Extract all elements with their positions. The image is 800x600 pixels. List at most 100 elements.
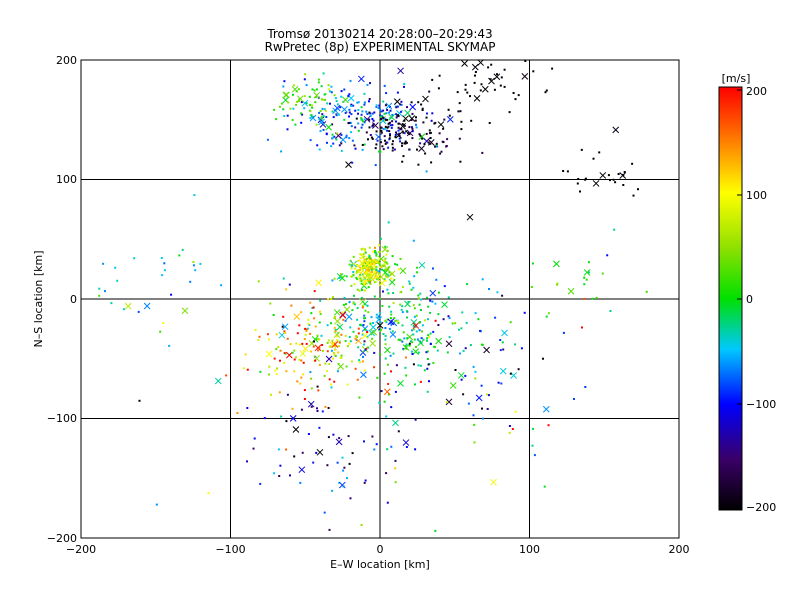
data-point xyxy=(285,288,288,291)
data-point xyxy=(363,103,366,106)
data-point xyxy=(373,261,376,264)
data-point xyxy=(375,443,378,446)
data-point xyxy=(378,272,381,275)
data-point xyxy=(382,290,384,293)
data-point xyxy=(318,117,321,120)
data-point xyxy=(514,343,517,346)
data-point-cross xyxy=(399,267,407,275)
data-point-cross xyxy=(337,363,344,370)
data-point xyxy=(376,376,379,379)
data-point-cross xyxy=(333,309,341,316)
data-point xyxy=(405,343,408,346)
data-point xyxy=(407,301,410,303)
data-point xyxy=(286,393,289,396)
data-point xyxy=(485,393,488,396)
data-point xyxy=(368,246,371,249)
data-point xyxy=(365,258,368,261)
data-point xyxy=(168,344,171,347)
data-point xyxy=(408,148,411,151)
data-point xyxy=(584,178,587,181)
data-point xyxy=(405,141,408,144)
data-point xyxy=(533,454,536,457)
data-point xyxy=(357,346,360,349)
data-point xyxy=(388,137,391,140)
data-point xyxy=(318,346,321,349)
data-point xyxy=(314,96,317,99)
data-point xyxy=(415,314,418,317)
data-point xyxy=(363,340,366,343)
data-point xyxy=(384,139,386,142)
data-point xyxy=(400,103,403,106)
data-point xyxy=(375,143,378,146)
data-point xyxy=(363,320,366,323)
data-point-cross xyxy=(449,382,457,389)
data-point xyxy=(362,247,364,250)
data-point xyxy=(428,380,430,383)
data-point xyxy=(401,340,404,343)
data-point xyxy=(382,148,385,151)
data-point xyxy=(348,342,351,345)
data-point xyxy=(379,329,382,332)
data-point xyxy=(298,100,300,103)
data-point xyxy=(370,136,373,139)
data-point xyxy=(359,257,362,260)
data-point xyxy=(401,305,404,308)
data-point xyxy=(330,91,333,94)
data-point xyxy=(321,410,324,413)
data-point xyxy=(382,100,385,103)
data-point xyxy=(426,390,429,393)
data-point xyxy=(422,121,425,124)
data-point xyxy=(378,270,381,272)
data-point xyxy=(381,264,384,267)
data-point xyxy=(327,84,330,87)
data-point-cross xyxy=(402,115,409,122)
data-point xyxy=(367,264,370,267)
data-point xyxy=(378,244,381,247)
data-point xyxy=(456,91,459,94)
data-point xyxy=(394,263,397,266)
data-point xyxy=(371,337,374,340)
data-point xyxy=(258,335,261,338)
data-point-cross xyxy=(335,438,343,446)
y-tick-label: 0 xyxy=(70,293,77,306)
data-point xyxy=(350,121,353,124)
data-point xyxy=(298,358,301,361)
data-point xyxy=(356,101,359,104)
chart-title: Tromsø 20130214 20:28:00–20:29:43 xyxy=(266,27,492,41)
data-point xyxy=(163,262,166,265)
data-point xyxy=(316,144,319,147)
data-point xyxy=(332,116,335,119)
data-point xyxy=(511,428,514,430)
data-point xyxy=(416,148,418,151)
data-point xyxy=(300,376,303,379)
data-point xyxy=(378,328,381,331)
data-point-cross xyxy=(521,73,529,80)
data-point xyxy=(364,248,366,251)
data-point xyxy=(293,349,296,352)
data-point xyxy=(283,115,286,117)
data-point xyxy=(460,327,463,330)
data-point xyxy=(581,326,583,329)
data-point xyxy=(394,133,397,136)
data-point xyxy=(373,263,376,266)
data-point xyxy=(374,147,377,150)
data-point xyxy=(110,302,113,305)
data-point xyxy=(361,263,364,266)
data-point xyxy=(332,433,335,436)
data-point xyxy=(417,297,420,300)
data-point xyxy=(420,298,422,301)
data-point xyxy=(403,337,406,340)
data-point xyxy=(330,85,333,88)
data-point xyxy=(296,332,299,335)
data-point xyxy=(442,141,445,144)
data-point xyxy=(373,295,376,298)
data-point xyxy=(497,381,500,384)
data-point xyxy=(280,415,283,418)
data-point xyxy=(379,237,382,240)
data-point xyxy=(369,259,372,262)
data-point xyxy=(524,60,527,62)
data-point-cross xyxy=(387,318,395,326)
data-point xyxy=(257,339,260,341)
data-point xyxy=(413,275,416,278)
data-point xyxy=(292,107,295,110)
